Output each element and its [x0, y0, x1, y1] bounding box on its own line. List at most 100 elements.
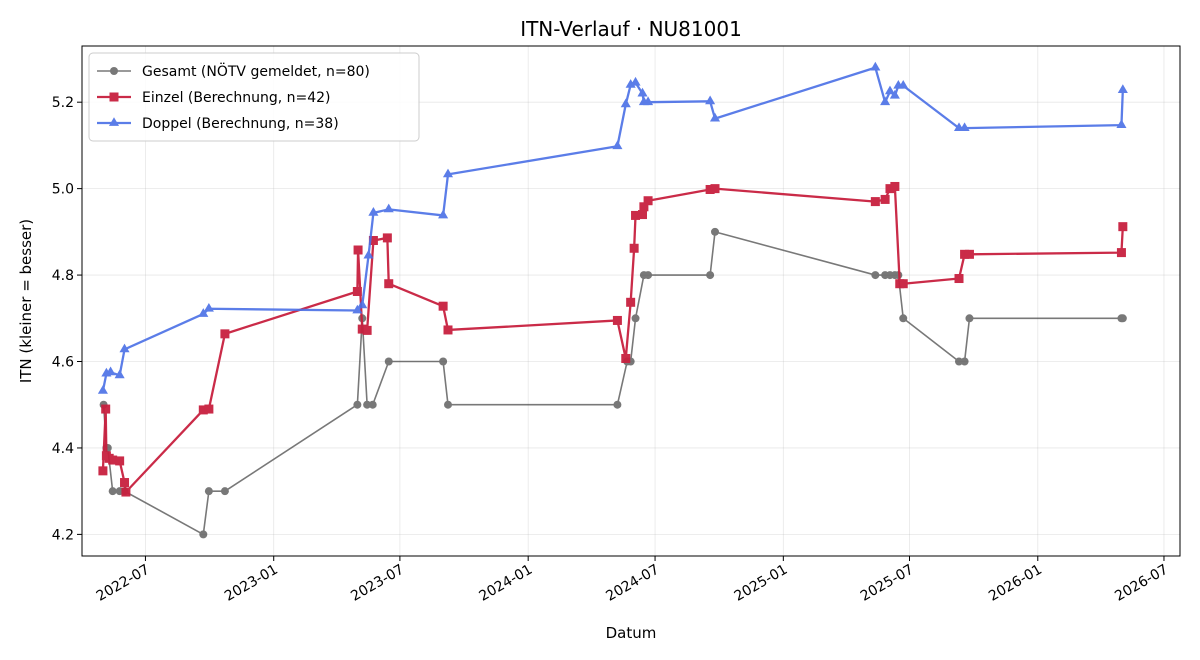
- data-point: [959, 122, 970, 132]
- data-point: [198, 405, 208, 415]
- data-point: [119, 343, 130, 353]
- y-tick-label: 4.8: [52, 268, 74, 284]
- series-line: [102, 231, 1123, 536]
- data-point: [353, 400, 362, 409]
- y-tick-label: 4.2: [52, 527, 74, 543]
- data-point: [115, 456, 125, 466]
- data-point: [120, 478, 130, 488]
- data-point: [960, 249, 970, 259]
- data-point: [438, 301, 448, 311]
- data-point: [97, 385, 108, 394]
- data-point: [384, 357, 393, 366]
- data-point: [890, 181, 900, 191]
- data-point: [443, 325, 453, 335]
- data-point: [620, 98, 631, 108]
- chart-title: ITN-Verlauf · NU81001: [520, 17, 742, 41]
- data-point: [198, 308, 209, 317]
- legend-label: Doppel (Berechnung, n=38): [142, 116, 339, 132]
- data-point: [357, 299, 368, 309]
- data-point: [638, 210, 648, 220]
- data-point: [353, 245, 363, 255]
- data-point: [383, 203, 394, 213]
- legend: Gesamt (NÖTV gemeldet, n=80) Einzel (Bere…: [88, 52, 420, 142]
- x-tick-label: 2022-07: [94, 562, 153, 605]
- data-point: [368, 400, 377, 409]
- series-line: [101, 185, 1124, 494]
- data-point: [220, 329, 230, 339]
- data-point: [1118, 314, 1127, 323]
- data-point: [885, 184, 895, 194]
- data-point: [199, 530, 208, 539]
- data-point: [1116, 248, 1126, 258]
- data-point: [710, 184, 720, 194]
- data-point: [384, 279, 394, 289]
- data-point: [439, 357, 448, 366]
- y-axis-label: ITN (kleiner = besser): [17, 219, 35, 383]
- legend-marker: [109, 92, 119, 102]
- data-point: [362, 325, 372, 335]
- data-point: [954, 274, 964, 284]
- data-point: [368, 235, 378, 245]
- data-point: [631, 210, 641, 220]
- data-point: [438, 209, 449, 219]
- data-point: [357, 324, 367, 334]
- data-point: [368, 207, 379, 216]
- data-point: [108, 487, 117, 496]
- data-point: [871, 271, 880, 280]
- data-point: [898, 79, 909, 89]
- x-tick-label: 2024-01: [477, 562, 536, 605]
- data-point: [108, 455, 118, 465]
- series-triangle: [97, 61, 1128, 394]
- data-point: [964, 249, 974, 259]
- data-point: [121, 487, 131, 497]
- data-point: [644, 271, 653, 280]
- data-point: [1116, 119, 1127, 128]
- data-point: [637, 87, 648, 97]
- data-point: [352, 304, 363, 314]
- data-point: [884, 85, 896, 95]
- x-tick-label: 2025-07: [858, 562, 917, 605]
- x-tick-label: 2025-01: [732, 562, 791, 605]
- data-point: [220, 487, 229, 496]
- data-point: [203, 302, 214, 312]
- data-point: [629, 243, 639, 253]
- x-tick-label: 2026-07: [1112, 562, 1171, 605]
- data-point: [1117, 84, 1128, 93]
- data-point: [870, 197, 880, 207]
- y-axis-ticks: 4.2 4.4 4.6 4.8 5.0 5.2: [52, 95, 82, 543]
- data-point: [98, 466, 108, 476]
- legend-item: [97, 92, 131, 102]
- data-point: [898, 279, 908, 289]
- data-point: [880, 194, 890, 204]
- data-point: [899, 314, 908, 323]
- data-point: [105, 366, 116, 376]
- data-point: [705, 184, 715, 194]
- data-point: [613, 400, 622, 409]
- data-point: [612, 140, 623, 150]
- y-tick-label: 4.6: [52, 355, 74, 371]
- plot-area: [97, 61, 1128, 539]
- data-point: [631, 314, 640, 323]
- legend-label: Gesamt (NÖTV gemeldet, n=80): [142, 62, 370, 80]
- legend-item: [97, 117, 131, 126]
- data-point: [363, 400, 372, 409]
- legend-box: [88, 52, 420, 142]
- y-tick-label: 5.0: [52, 182, 74, 198]
- data-point: [705, 95, 716, 105]
- data-point: [101, 404, 111, 414]
- data-point: [880, 96, 891, 106]
- data-point: [114, 369, 125, 379]
- y-tick-label: 4.4: [52, 441, 74, 457]
- legend-marker: [108, 117, 120, 126]
- grid: [82, 46, 1180, 556]
- data-point: [870, 61, 881, 71]
- series-square: [98, 181, 1128, 497]
- legend-label: Einzel (Berechnung, n=42): [142, 90, 331, 106]
- data-point: [363, 249, 374, 259]
- data-point: [612, 315, 622, 325]
- x-tick-label: 2026-01: [986, 562, 1045, 605]
- x-tick-label: 2023-01: [222, 562, 281, 605]
- data-point: [204, 487, 213, 496]
- x-axis-ticks: 2022-07 2023-01 2023-07 2024-01 2024-07 2025-…: [94, 556, 1171, 605]
